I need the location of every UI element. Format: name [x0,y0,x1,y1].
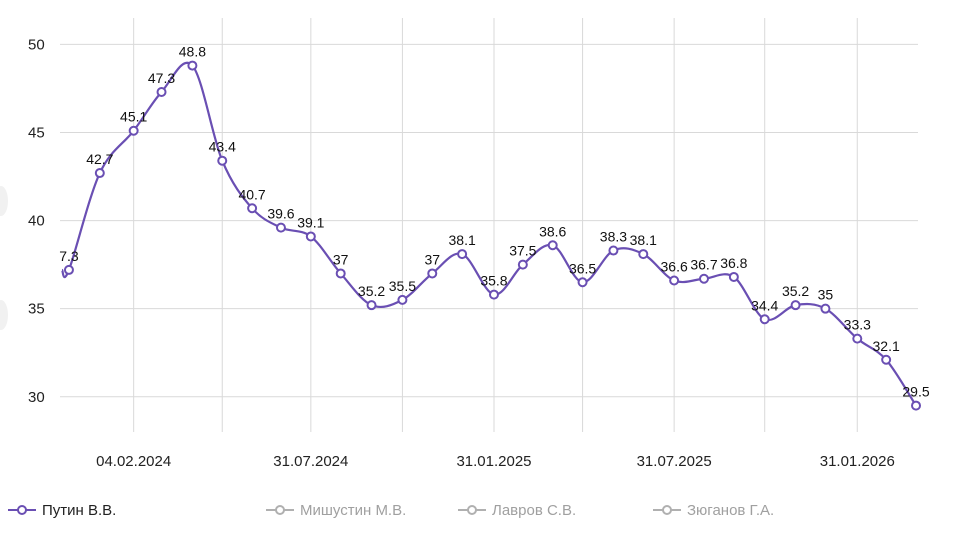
data-label: 38.6 [539,223,566,239]
data-point [63,264,74,275]
data-point [759,314,770,325]
data-label: 43.4 [209,139,236,155]
legend-item-mishustin[interactable]: Мишустин М.В. [266,496,406,524]
y-tick-label: 30 [28,389,45,406]
data-label: 47.3 [148,70,175,86]
data-point [881,354,892,365]
data-label: 38.1 [630,232,657,248]
data-point [547,240,558,251]
x-tick-label: 31.07.2025 [637,453,712,470]
data-point [427,268,438,279]
data-label: 35.8 [480,273,507,289]
y-tick-label: 45 [28,125,45,142]
data-label: 45.1 [120,109,147,125]
data-label: 42.7 [86,151,113,167]
data-label: 33.3 [844,317,871,333]
line-chart: 30 35 40 45 50 04.02.2024 31.07.2024 31.01.2025… [28,18,930,470]
data-point [488,289,499,300]
left-edge-decoration [0,300,8,330]
data-label: 35.5 [389,278,416,294]
data-point [728,271,739,282]
data-point [94,168,105,179]
data-label: 36.5 [569,260,596,276]
legend-dot [17,505,27,515]
legend-item-zyuganov[interactable]: Зюганов Г.А. [653,496,774,524]
data-point [517,259,528,270]
legend-item-putin[interactable]: Путин В.В. [8,496,116,524]
data-point [577,277,588,288]
data-point [335,268,346,279]
data-label: 7.3 [59,248,79,264]
data-point [156,86,167,97]
data-label: 39.6 [267,206,294,222]
data-point [247,203,258,214]
x-tick-label: 04.02.2024 [96,453,171,470]
data-label: 36.8 [720,255,747,271]
data-label: 29.5 [902,384,929,400]
data-point [187,60,198,71]
data-label: 40.7 [238,186,265,202]
legend-label: Мишустин М.В. [300,501,407,519]
legend-marker-icon [458,503,486,517]
data-label: 36.6 [661,258,688,274]
data-point [698,273,709,284]
data-label: 48.8 [179,44,206,60]
data-point [852,333,863,344]
data-label: 35.2 [782,283,809,299]
legend-marker-icon [266,503,294,517]
data-point [217,155,228,166]
legend-item-lavrov[interactable]: Лавров С.В. [458,496,576,524]
data-label: 37 [333,251,349,267]
data-point [638,249,649,260]
x-tick-label: 31.01.2026 [820,453,895,470]
data-point [457,249,468,260]
legend-marker-icon [653,503,681,517]
chart-svg: 30 35 40 45 50 04.02.2024 31.07.2024 31.01.2025… [28,18,930,470]
data-label: 34.4 [751,297,778,313]
data-label: 37.5 [509,243,536,259]
legend-dot [467,505,477,515]
data-label: 38.3 [600,229,627,245]
x-tick-label: 31.07.2024 [273,453,348,470]
y-tick-label: 35 [28,301,45,318]
data-point [397,294,408,305]
data-point [790,300,801,311]
data-label: 32.1 [873,338,900,354]
chart-legend: Путин В.В. Мишустин М.В. Лавров С.В. Зюг… [8,496,948,524]
y-tick-label: 40 [28,213,45,230]
data-label: 35 [818,287,834,303]
data-point [366,300,377,311]
series-line-putin [60,61,917,407]
data-label: 38.1 [449,232,476,248]
data-label: 37 [424,251,440,267]
data-label: 36.7 [690,257,717,273]
x-tick-label: 31.01.2025 [456,453,531,470]
y-tick-label: 50 [28,36,45,53]
legend-label: Лавров С.В. [492,501,577,519]
data-point [608,245,619,256]
legend-dot [662,505,672,515]
data-point [275,222,286,233]
data-point [669,275,680,286]
left-edge-decoration [0,186,8,216]
data-point [305,231,316,242]
data-label: 39.1 [297,214,324,230]
legend-marker-icon [8,503,36,517]
data-label: 35.2 [358,283,385,299]
data-point [820,303,831,314]
legend-label: Зюганов Г.А. [687,501,775,519]
data-point [911,400,922,411]
legend-dot [275,505,285,515]
legend-label: Путин В.В. [42,501,117,519]
data-point [128,125,139,136]
